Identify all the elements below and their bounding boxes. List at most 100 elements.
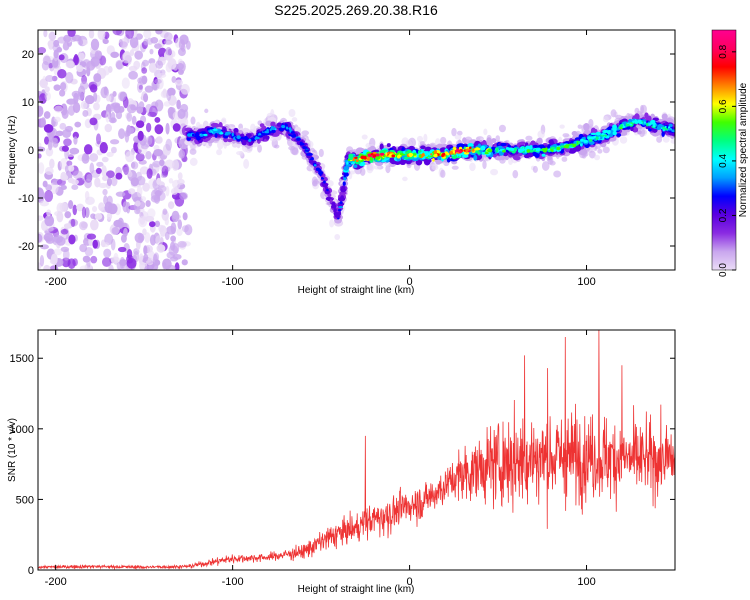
colorbar: 0.00.20.40.60.8 Normalized spectral ampl… (711, 29, 749, 277)
noise-blob (65, 125, 73, 133)
noise-blob (166, 90, 172, 101)
ridge-blob (196, 135, 201, 141)
noise-blob (144, 265, 153, 270)
noise-blob (93, 73, 102, 83)
noise-blob (76, 203, 85, 212)
noise-blob (113, 252, 119, 263)
noise-blob (147, 208, 156, 219)
ridge-blob (202, 133, 208, 136)
noise-blob (139, 215, 146, 225)
ridge-blob (525, 145, 531, 150)
noise-blob (135, 200, 141, 207)
noise-blob (86, 173, 93, 182)
noise-blob (71, 34, 82, 42)
noise-blob (72, 258, 78, 267)
halo-blob (416, 135, 424, 143)
ridge-blob (299, 141, 303, 145)
ridge-blob (551, 148, 554, 153)
noise-blob (119, 256, 126, 269)
ridge-blob (244, 135, 248, 139)
ridge-blob (465, 149, 468, 153)
halo-blob (619, 136, 628, 144)
noise-blob (154, 124, 164, 135)
noise-blob (79, 265, 90, 270)
snr-x-tick-label: 0 (407, 576, 413, 588)
noise-blob (172, 123, 181, 132)
halo-blob (549, 160, 556, 166)
noise-blob (73, 136, 78, 145)
ridge-blob (191, 133, 195, 137)
ridge-blob (573, 146, 580, 151)
noise-blob (110, 176, 118, 187)
ridge-blob (323, 180, 326, 184)
halo-blob (498, 124, 506, 133)
ridge-blob (462, 137, 467, 144)
noise-blob (110, 139, 120, 145)
halo-blob (385, 164, 391, 174)
halo-blob (366, 163, 374, 174)
ridge-blob (241, 136, 244, 139)
noise-blob (74, 121, 82, 128)
noise-blob (68, 200, 74, 210)
noise-blob (89, 153, 99, 162)
noise-blob (129, 36, 139, 49)
noise-blob (118, 38, 123, 48)
noise-blob (44, 190, 54, 203)
noise-blob (98, 202, 105, 212)
noise-blob (138, 75, 147, 85)
ridge-blob (343, 165, 349, 171)
noise-blob (107, 203, 118, 215)
ridge-blob (236, 135, 241, 140)
ridge-blob (271, 129, 276, 133)
noise-blob (165, 46, 172, 56)
ridge-blob (347, 158, 351, 162)
ridge-blob (432, 157, 435, 162)
noise-blob (178, 149, 186, 159)
ridge-blob (535, 147, 541, 152)
noise-blob (40, 244, 49, 250)
noise-blob (43, 124, 54, 133)
ridge-blob (458, 150, 462, 154)
noise-blob (181, 225, 189, 233)
noise-blob (126, 112, 133, 122)
noise-blob (78, 39, 84, 46)
noise-blob (146, 37, 154, 45)
ridge-blob (513, 155, 521, 161)
noise-blob (110, 238, 116, 251)
noise-blob (148, 58, 156, 65)
spectrogram-x-tick-label: 100 (577, 276, 595, 288)
noise-blob (82, 110, 89, 117)
ridge-blob (375, 153, 380, 157)
halo-blob (532, 165, 538, 173)
noise-blob (177, 172, 183, 180)
ridge-blob (593, 135, 597, 139)
noise-blob (158, 185, 167, 193)
ridge-blob (528, 149, 534, 153)
noise-blob (143, 245, 148, 255)
noise-blob (53, 84, 61, 91)
noise-blob (162, 88, 168, 98)
noise-blob (78, 52, 85, 61)
halo-blob (291, 117, 298, 122)
snr-y-tick-label: 1500 (10, 353, 34, 365)
noise-blob (45, 225, 54, 232)
noise-blob (135, 120, 145, 129)
noise-blob (86, 257, 91, 269)
ridge-blob (433, 150, 438, 155)
noise-blob (123, 163, 129, 176)
ridge-blob (505, 147, 510, 150)
ridge-blob (474, 148, 477, 151)
noise-blob (129, 49, 135, 57)
ridge-blob (346, 161, 349, 165)
ridge-blob (219, 132, 224, 135)
ridge-blob (339, 191, 347, 195)
halo-blob (440, 136, 447, 145)
noise-blob (38, 47, 47, 54)
ridge-blob (339, 201, 343, 205)
spectrogram-y-tick-label: -10 (18, 193, 34, 205)
noise-blob (174, 79, 183, 86)
noise-blob (143, 30, 152, 39)
halo-blob (670, 138, 675, 144)
noise-blob (38, 215, 44, 221)
noise-blob (79, 81, 89, 90)
